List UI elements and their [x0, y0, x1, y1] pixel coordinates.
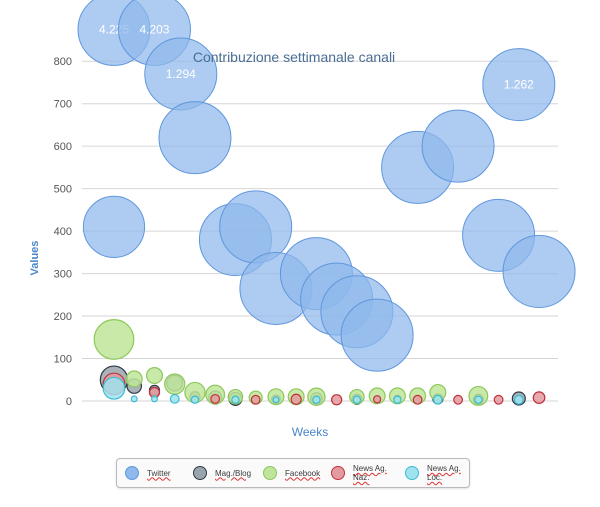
bubble-news-ag-naz-[interactable] — [210, 393, 221, 404]
bubble-news-ag-naz-[interactable] — [250, 394, 261, 405]
bubble-data-label: 4.203 — [139, 22, 169, 36]
y-tick-labels: 0 100 200 300 400 500 600 700 800 — [54, 56, 72, 408]
bubble-news-ag-loc-[interactable] — [393, 395, 402, 404]
y-tick-label: 0 — [66, 396, 72, 408]
bubble-twitter[interactable] — [502, 234, 576, 308]
twitter-swatch-icon — [125, 466, 139, 480]
legend-item-facebook[interactable]: Facebook — [263, 459, 320, 487]
bubble-twitter[interactable] — [421, 109, 495, 183]
y-tick-label: 200 — [54, 311, 72, 323]
bubble-news-ag-loc-[interactable] — [474, 395, 483, 404]
bubble-facebook[interactable] — [125, 370, 143, 388]
y-axis-label: Values — [29, 241, 41, 276]
legend-item-magblog[interactable]: Mag./Blog — [193, 459, 251, 487]
facebook-swatch-icon — [263, 466, 277, 480]
bubble-news-ag-loc-[interactable] — [272, 396, 280, 404]
bubble-news-ag-naz-[interactable] — [290, 393, 302, 405]
y-tick-label: 300 — [54, 269, 72, 281]
bubble-news-ag-loc-[interactable] — [190, 395, 200, 404]
legend: Twitter Mag./Blog Facebook News Ag. Naz.… — [116, 458, 470, 488]
series-news-ag-loc- — [102, 376, 524, 405]
y-tick-label: 400 — [54, 226, 72, 238]
bubble-news-ag-naz-[interactable] — [493, 394, 504, 405]
y-tick-label: 700 — [54, 99, 72, 111]
y-tick-label: 600 — [54, 141, 72, 153]
legend-item-twitter[interactable]: Twitter — [125, 459, 171, 487]
bubble-news-ag-loc-[interactable] — [312, 395, 321, 404]
bubble-news-ag-naz-[interactable] — [372, 395, 382, 404]
bubble-twitter[interactable] — [82, 195, 146, 258]
bubble-news-ag-naz-[interactable] — [453, 394, 464, 405]
bubble-news-ag-naz-[interactable] — [412, 394, 423, 405]
bubble-data-label: 1.262 — [504, 78, 534, 92]
legend-item-news-ag-loc[interactable]: News Ag. Loc. — [405, 459, 467, 487]
legend-label-twitter: Twitter — [147, 468, 171, 478]
bubble-news-ag-loc-[interactable] — [231, 395, 240, 404]
bubble-facebook[interactable] — [164, 373, 186, 395]
bubble-news-ag-loc-[interactable] — [169, 393, 180, 404]
legend-label-news-ag-naz: News Ag. Naz. — [353, 464, 387, 482]
y-tick-label: 500 — [54, 184, 72, 196]
bubble-facebook[interactable] — [93, 319, 135, 360]
magblog-swatch-icon — [193, 466, 207, 480]
legend-label-facebook: Facebook — [285, 468, 321, 478]
legend-label-news-ag-loc: News Ag. Loc. — [427, 464, 461, 482]
bubble-news-ag-naz-[interactable] — [331, 394, 343, 406]
news-ag-naz-swatch-icon — [331, 466, 345, 480]
bubble-twitter[interactable] — [158, 101, 232, 175]
bubble-news-ag-naz-[interactable] — [532, 391, 546, 404]
y-tick-label: 100 — [54, 354, 72, 366]
legend-item-news-ag-naz[interactable]: News Ag. Naz. — [331, 459, 393, 487]
y-tick-label: 800 — [54, 56, 72, 68]
bubble-twitter[interactable] — [219, 190, 293, 264]
chart-title: Contribuzione settimanale canali — [193, 49, 395, 65]
bubble-facebook[interactable] — [145, 366, 164, 385]
bubble-news-ag-loc-[interactable] — [151, 395, 158, 403]
bubble-news-ag-loc-[interactable] — [130, 395, 138, 403]
x-axis-label: Weeks — [292, 425, 328, 439]
bubble-twitter[interactable] — [482, 48, 556, 122]
bubble-news-ag-loc-[interactable] — [432, 394, 443, 405]
bubble-twitter[interactable] — [340, 298, 414, 372]
bubble-data-label: 1.294 — [166, 67, 196, 81]
bubble-news-ag-loc-[interactable] — [352, 395, 362, 404]
legend-label-magblog: Mag./Blog — [215, 468, 252, 478]
news-ag-loc-swatch-icon — [405, 466, 419, 480]
bubble-news-ag-loc-[interactable] — [513, 394, 524, 405]
bubble-news-ag-loc-[interactable] — [102, 376, 126, 400]
